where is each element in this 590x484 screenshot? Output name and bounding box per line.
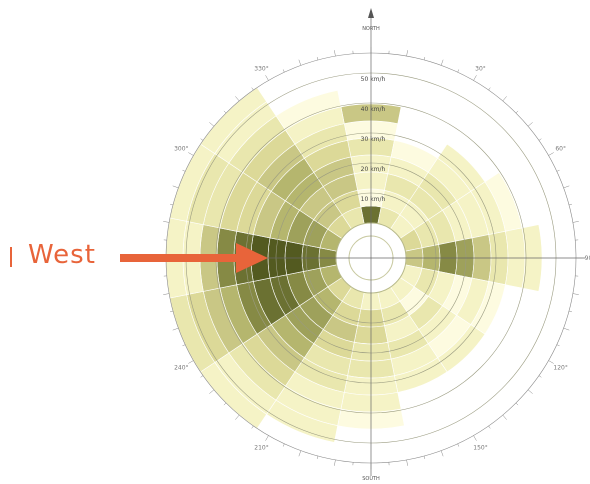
direction-tick-65 [556, 169, 560, 172]
direction-tick-285 [170, 203, 174, 206]
direction-tick-350 [334, 50, 336, 57]
north-arrow-icon [368, 8, 374, 18]
direction-tick-80 [572, 221, 579, 223]
direction-tick-135 [515, 402, 519, 406]
west-arrow [120, 243, 268, 273]
direction-tick-120 [548, 360, 554, 364]
west-arrow-shaft [120, 254, 240, 262]
direction-tick-70 [563, 185, 570, 189]
direction-tick-320 [235, 96, 240, 102]
direction-tick-45 [515, 110, 519, 114]
direction-tick-215 [251, 425, 254, 429]
direction-tick-190 [334, 459, 336, 466]
direction-tick-15 [423, 57, 426, 61]
direction-tick-205 [282, 443, 285, 447]
direction-tick-130 [527, 389, 533, 394]
direction-tick-330 [265, 75, 269, 81]
direction-tick-145 [488, 425, 491, 429]
direction-tick-280 [163, 221, 170, 223]
direction-tick-35 [488, 87, 491, 91]
direction-tick-140 [502, 414, 507, 420]
direction-tick-315 [223, 110, 227, 114]
direction-tick-55 [538, 138, 542, 141]
direction-tick-220 [235, 414, 240, 420]
south-label: SOUTH [362, 476, 380, 482]
direction-tick-20 [440, 59, 444, 66]
direction-tick-105 [568, 310, 572, 313]
direction-tick-label-60: 60° [555, 146, 566, 153]
direction-tick-label-330: 330° [254, 65, 268, 72]
speed-ring-label-1: 20 km/h [361, 166, 386, 173]
direction-tick-300 [188, 152, 194, 156]
direction-tick-60 [548, 152, 554, 156]
direction-tick-155 [457, 443, 460, 447]
west-arrow-head-icon [236, 243, 268, 273]
direction-tick-305 [200, 138, 204, 141]
wedge-cell-15-7 [275, 89, 342, 131]
direction-tick-325 [251, 87, 254, 91]
direction-tick-200 [298, 450, 302, 457]
direction-tick-label-120: 120° [553, 365, 567, 372]
north-label: NORTH [362, 26, 380, 32]
wind-rose-wedges [165, 87, 543, 443]
direction-tick-110 [563, 327, 570, 331]
direction-tick-125 [538, 375, 542, 378]
direction-tick-label-300: 300° [174, 146, 188, 153]
callout-tick-mark [10, 247, 12, 267]
direction-tick-50 [527, 122, 533, 127]
direction-tick-230 [209, 389, 215, 394]
direction-tick-245 [182, 344, 186, 347]
direction-tick-295 [182, 169, 186, 172]
west-callout-label: West [28, 240, 96, 270]
direction-tick-195 [316, 455, 319, 459]
direction-tick-10 [406, 50, 408, 57]
direction-tick-335 [282, 69, 285, 73]
direction-tick-label-240: 240° [174, 365, 188, 372]
direction-tick-165 [423, 455, 426, 459]
direction-tick-100 [572, 293, 579, 295]
direction-tick-210 [265, 435, 269, 441]
direction-tick-115 [556, 344, 560, 347]
direction-tick-240 [188, 360, 194, 364]
direction-tick-290 [172, 185, 179, 189]
direction-tick-310 [209, 122, 215, 127]
direction-tick-150 [473, 435, 477, 441]
direction-tick-label-30: 30° [475, 65, 486, 72]
direction-tick-label-210: 210° [254, 445, 268, 452]
direction-tick-170 [406, 459, 408, 466]
speed-ring-label-3: 40 km/h [361, 106, 386, 113]
direction-tick-260 [163, 293, 170, 295]
direction-tick-30 [473, 75, 477, 81]
direction-tick-340 [298, 59, 302, 66]
direction-tick-225 [223, 402, 227, 406]
direction-tick-250 [172, 327, 179, 331]
direction-tick-255 [170, 310, 174, 313]
direction-tick-345 [316, 57, 319, 61]
speed-ring-label-2: 30 km/h [361, 136, 386, 143]
direction-tick-75 [568, 203, 572, 206]
speed-ring-label-0: 10 km/h [361, 196, 386, 203]
direction-tick-160 [440, 450, 444, 457]
speed-ring-label-4: 50 km/h [361, 76, 386, 83]
direction-tick-235 [200, 375, 204, 378]
direction-tick-label-150: 150° [473, 445, 487, 452]
direction-tick-40 [502, 96, 507, 102]
direction-tick-label-90: 90° [585, 255, 590, 262]
direction-tick-25 [457, 69, 460, 73]
